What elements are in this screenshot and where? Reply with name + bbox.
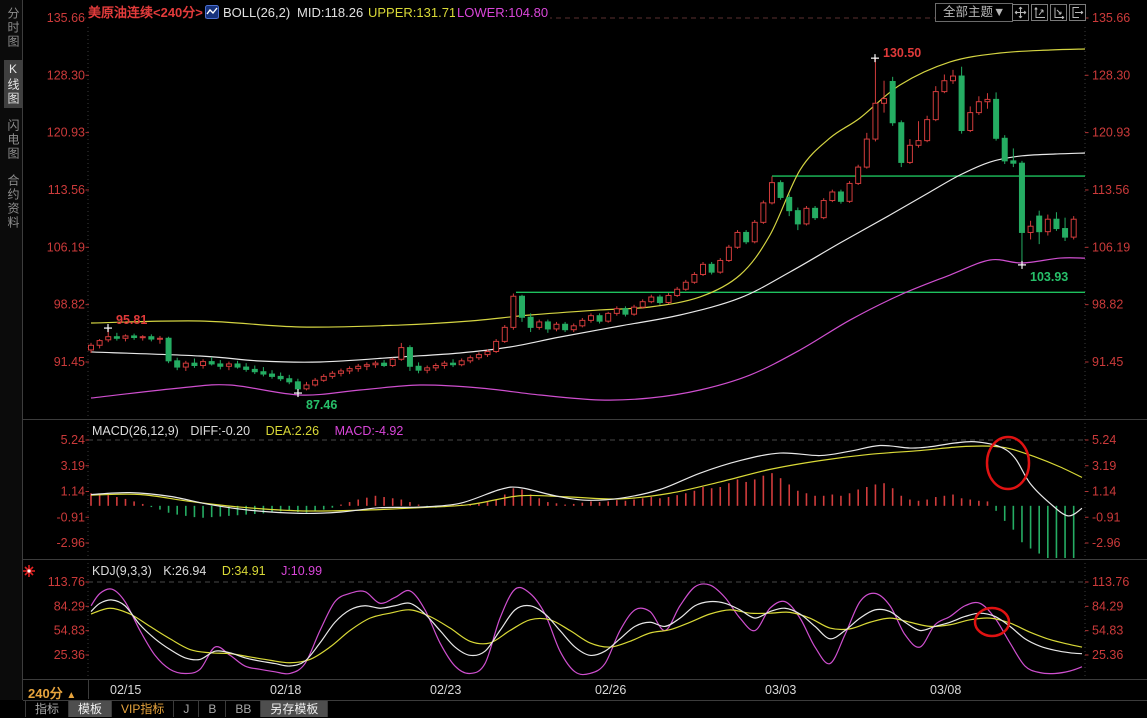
toolbar-item-b[interactable]: B bbox=[199, 701, 227, 717]
svg-text:-2.96: -2.96 bbox=[1092, 536, 1121, 550]
sidebar-item-lightning-chart[interactable]: 闪电图 bbox=[6, 119, 20, 161]
svg-text:25.36: 25.36 bbox=[54, 648, 85, 662]
svg-text:1.14: 1.14 bbox=[61, 485, 85, 499]
annotation-circle bbox=[985, 435, 1031, 491]
svg-text:03/03: 03/03 bbox=[765, 683, 796, 697]
crosshair-pan-icon[interactable] bbox=[1012, 4, 1029, 21]
svg-text:87.46: 87.46 bbox=[306, 398, 337, 412]
symbol-title: 美原油连续<240分> bbox=[86, 5, 205, 21]
svg-text:128.30: 128.30 bbox=[47, 68, 85, 82]
y-axis-zoom-icon[interactable] bbox=[1031, 4, 1048, 21]
kdj-header: KDJ(9,3,3) K:26.94 D:34.91 J:10.99 bbox=[92, 564, 322, 578]
svg-text:54.83: 54.83 bbox=[54, 624, 85, 638]
axis-row-divider bbox=[23, 679, 1147, 680]
boll-bands bbox=[90, 48, 1085, 401]
bottom-toolbar: 指标 模板 VIP指标 J B BB 另存模板 bbox=[25, 701, 329, 717]
svg-text:95.81: 95.81 bbox=[116, 313, 147, 327]
annotation-circle bbox=[973, 606, 1011, 638]
svg-text:-0.91: -0.91 bbox=[1092, 510, 1121, 524]
svg-text:120.93: 120.93 bbox=[1092, 126, 1130, 140]
boll-lower-value: LOWER:104.80 bbox=[455, 5, 551, 21]
svg-text:113.56: 113.56 bbox=[1092, 183, 1129, 197]
macd-lines bbox=[90, 440, 1083, 517]
svg-text:135.66: 135.66 bbox=[1092, 11, 1130, 25]
svg-text:02/26: 02/26 bbox=[595, 683, 626, 697]
svg-text:91.45: 91.45 bbox=[1092, 355, 1123, 369]
kdj-alert-icon bbox=[23, 565, 35, 577]
axis-corner-separator bbox=[88, 680, 89, 699]
toolbar-item-vip-indicator[interactable]: VIP指标 bbox=[112, 701, 175, 717]
kdj-name-label: KDJ(9,3,3) bbox=[92, 564, 152, 578]
left-sidebar: 分时图 K线图 闪电图 合约资料 bbox=[0, 0, 23, 700]
macd-diff-value: DIFF:-0.20 bbox=[190, 424, 251, 438]
svg-text:106.19: 106.19 bbox=[47, 240, 85, 254]
svg-text:03/08: 03/08 bbox=[930, 683, 961, 697]
svg-text:84.29: 84.29 bbox=[54, 599, 85, 613]
period-arrow-icon: ▲ bbox=[66, 690, 77, 701]
sidebar-item-time-chart[interactable]: 分时图 bbox=[6, 7, 20, 49]
macd-header: MACD(26,12,9) DIFF:-0.20 DEA:2.26 MACD:-… bbox=[92, 424, 403, 438]
svg-text:120.93: 120.93 bbox=[47, 126, 85, 140]
svg-text:02/23: 02/23 bbox=[430, 683, 461, 697]
svg-text:54.83: 54.83 bbox=[1092, 624, 1123, 638]
boll-upper-value: UPPER:131.71 bbox=[366, 5, 459, 21]
svg-text:1.14: 1.14 bbox=[1092, 485, 1116, 499]
boll-mid-value: MID:118.26 bbox=[295, 5, 366, 21]
macd-dea-value: DEA:2.26 bbox=[265, 424, 320, 438]
svg-text:130.50: 130.50 bbox=[883, 46, 921, 60]
svg-text:02/18: 02/18 bbox=[270, 683, 301, 697]
kdj-d-value: D:34.91 bbox=[221, 564, 266, 578]
svg-text:98.82: 98.82 bbox=[1092, 298, 1123, 312]
kdj-k-value: K:26.94 bbox=[163, 564, 207, 578]
kdj-lines bbox=[90, 583, 1083, 676]
pane-shift-icon[interactable] bbox=[1069, 4, 1086, 21]
svg-text:128.30: 128.30 bbox=[1092, 68, 1130, 82]
sidebar-item-kline-chart[interactable]: K线图 bbox=[4, 60, 23, 108]
theme-dropdown-button[interactable]: 全部主题▼ bbox=[935, 3, 1014, 22]
svg-text:5.24: 5.24 bbox=[1092, 433, 1116, 447]
svg-text:103.93: 103.93 bbox=[1030, 270, 1068, 284]
macd-macd-value: MACD:-4.92 bbox=[334, 424, 404, 438]
svg-text:98.82: 98.82 bbox=[54, 298, 85, 312]
candlesticks bbox=[88, 58, 1077, 394]
svg-text:113.56: 113.56 bbox=[48, 183, 85, 197]
period-selector[interactable]: 240分 ▲ bbox=[28, 683, 76, 702]
x-axis-zoom-icon[interactable] bbox=[1050, 4, 1067, 21]
svg-text:3.19: 3.19 bbox=[61, 459, 85, 473]
svg-text:106.19: 106.19 bbox=[1092, 240, 1130, 254]
svg-text:02/15: 02/15 bbox=[110, 683, 141, 697]
kdj-j-value: J:10.99 bbox=[281, 564, 323, 578]
mini-chart-icon bbox=[205, 5, 219, 19]
toolbar-divider bbox=[23, 700, 1147, 701]
svg-text:25.36: 25.36 bbox=[1092, 648, 1123, 662]
svg-text:5.24: 5.24 bbox=[61, 433, 85, 447]
toolbar-item-indicator[interactable]: 指标 bbox=[25, 701, 70, 717]
toolbar-item-save-template[interactable]: 另存模板 bbox=[261, 701, 329, 717]
macd-name-label: MACD(26,12,9) bbox=[92, 424, 179, 438]
sidebar-item-contract-info[interactable]: 合约资料 bbox=[6, 174, 20, 230]
svg-text:-0.91: -0.91 bbox=[57, 510, 86, 524]
toolbar-item-template[interactable]: 模板 bbox=[69, 701, 113, 717]
chart-tool-icons bbox=[1012, 4, 1086, 21]
boll-indicator-label: BOLL(26,2) bbox=[221, 5, 293, 21]
period-label: 240分 bbox=[28, 686, 63, 701]
svg-text:91.45: 91.45 bbox=[54, 355, 85, 369]
svg-text:-2.96: -2.96 bbox=[57, 536, 86, 550]
toolbar-item-j[interactable]: J bbox=[174, 701, 200, 717]
svg-text:135.66: 135.66 bbox=[47, 11, 85, 25]
svg-text:84.29: 84.29 bbox=[1092, 599, 1123, 613]
svg-text:113.76: 113.76 bbox=[48, 575, 85, 589]
macd-histogram bbox=[90, 473, 1075, 558]
svg-text:113.76: 113.76 bbox=[1092, 575, 1129, 589]
toolbar-item-bb[interactable]: BB bbox=[226, 701, 262, 717]
svg-text:3.19: 3.19 bbox=[1092, 459, 1116, 473]
